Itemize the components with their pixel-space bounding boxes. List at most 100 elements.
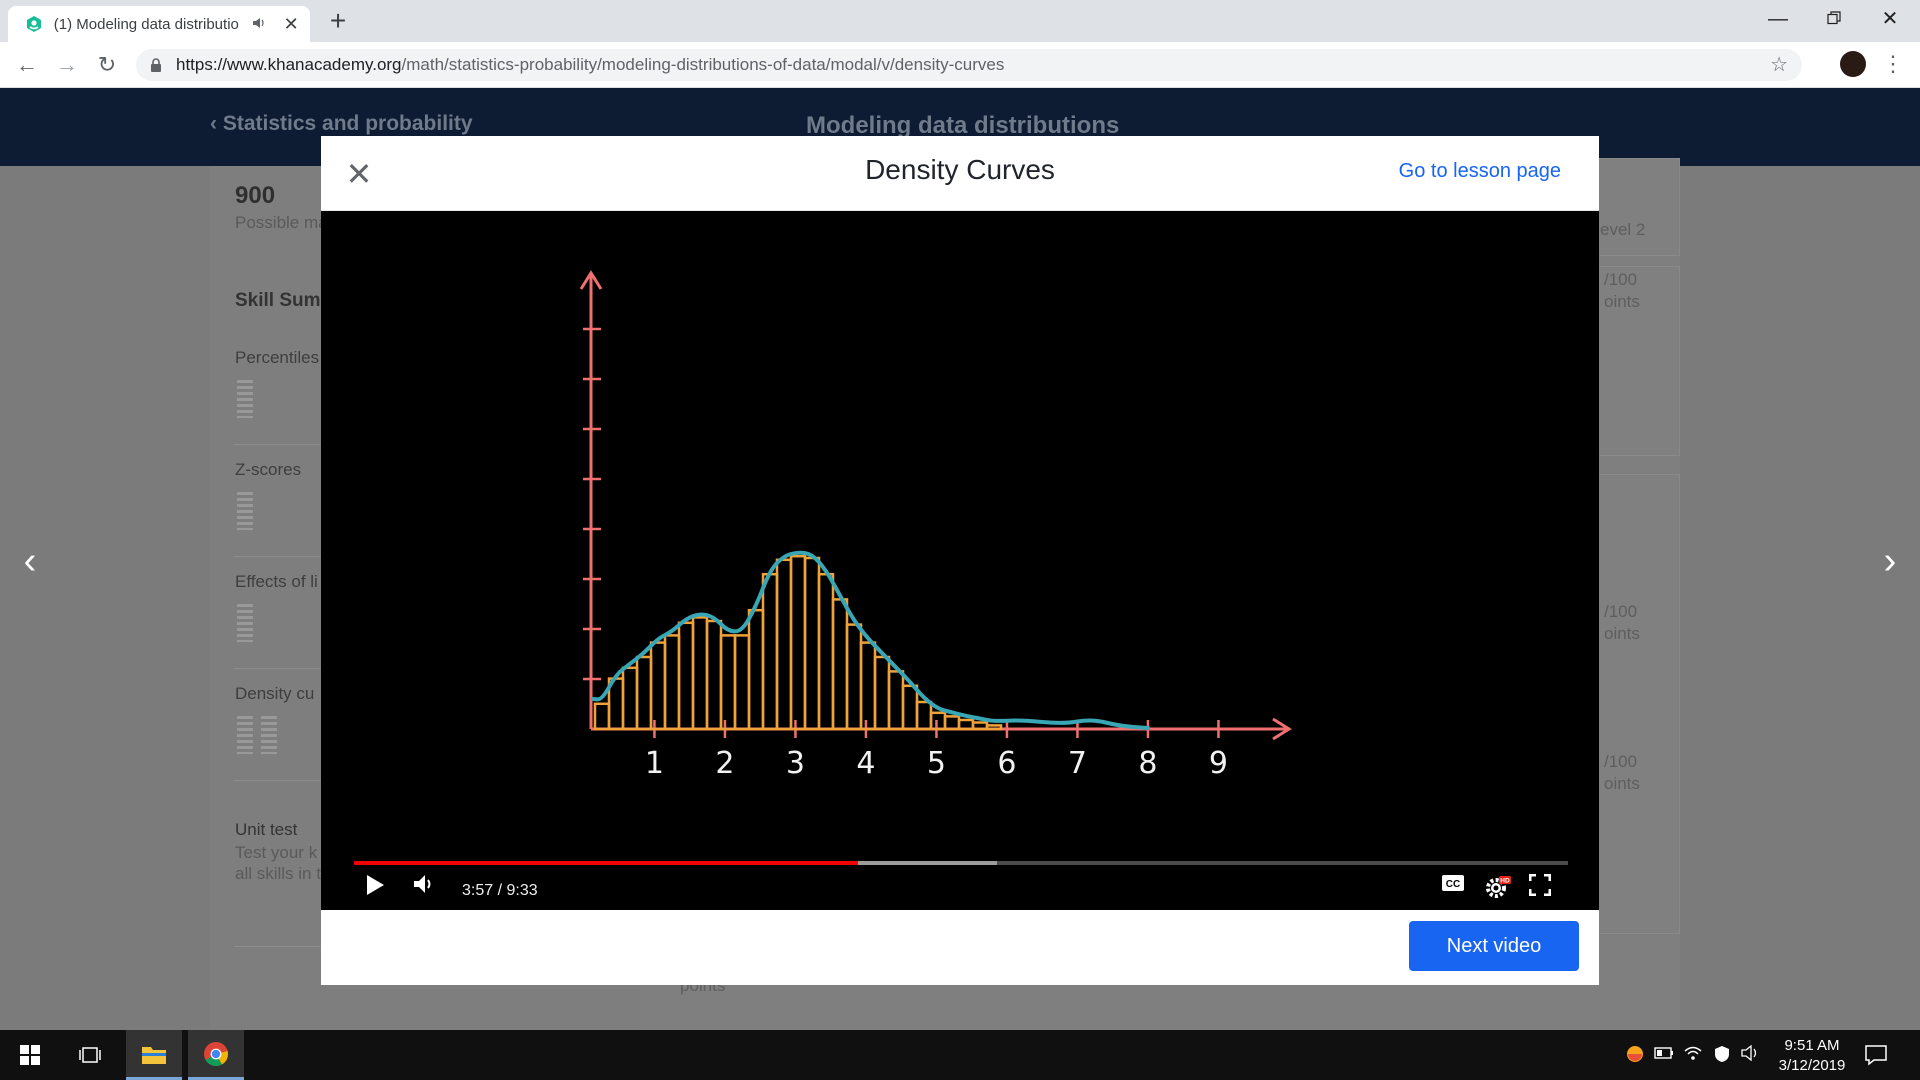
x-axis-tick-label: 3 bbox=[786, 746, 805, 781]
window-minimize-button[interactable]: — bbox=[1768, 8, 1788, 30]
new-tab-button[interactable]: + bbox=[329, 5, 347, 36]
next-video-button[interactable]: Next video bbox=[1409, 921, 1579, 971]
histogram-bar bbox=[915, 700, 933, 731]
histogram-bar bbox=[747, 608, 765, 731]
skill-mastery-bar bbox=[237, 380, 253, 418]
settings-button[interactable]: HD bbox=[1484, 874, 1518, 908]
right-card-score: /100 bbox=[1604, 752, 1638, 771]
histogram-bar bbox=[943, 715, 961, 731]
right-card-label: oints bbox=[1604, 774, 1640, 793]
video-player[interactable]: 1 2 3 4 5 6 7 8 9 3:57 / 9:33 CC HD bbox=[321, 211, 1599, 910]
histogram-bar bbox=[635, 655, 653, 731]
unit-test-title[interactable]: Unit test bbox=[235, 820, 298, 839]
browser-menu-icon[interactable]: ⋮ bbox=[1882, 51, 1904, 76]
closed-captions-button[interactable]: CC bbox=[1441, 874, 1475, 908]
histogram-bar bbox=[621, 666, 639, 731]
histogram-bar bbox=[593, 702, 611, 731]
url-path: /math/statistics-probability/modeling-di… bbox=[401, 55, 1005, 74]
go-to-lesson-link[interactable]: Go to lesson page bbox=[1398, 160, 1561, 182]
window-close-button[interactable]: ✕ bbox=[1881, 8, 1899, 30]
histogram-bar bbox=[831, 598, 849, 731]
histogram-bar bbox=[663, 634, 681, 731]
reload-icon[interactable]: ↻ bbox=[97, 52, 117, 77]
play-icon bbox=[367, 875, 384, 895]
speaker-icon[interactable] bbox=[1741, 1044, 1761, 1065]
x-axis-tick-label: 9 bbox=[1209, 746, 1228, 781]
tab-title: (1) Modeling data distributio bbox=[53, 15, 239, 33]
notifications-icon[interactable] bbox=[1864, 1044, 1890, 1066]
skill-item-label[interactable]: Effects of li bbox=[235, 572, 318, 591]
skill-mastery-bar bbox=[261, 716, 277, 754]
x-axis-tick-label: 1 bbox=[645, 746, 664, 781]
unit-test-description: Test your k bbox=[235, 843, 318, 862]
profile-avatar[interactable] bbox=[1840, 51, 1866, 77]
security-shield-icon[interactable] bbox=[1712, 1045, 1732, 1065]
histogram-bar bbox=[985, 724, 1003, 731]
right-card-label: oints bbox=[1604, 292, 1640, 311]
play-button[interactable] bbox=[365, 874, 395, 908]
tray-app-icon[interactable] bbox=[1625, 1045, 1645, 1065]
histogram-bar bbox=[803, 556, 821, 731]
lock-icon[interactable] bbox=[150, 58, 164, 72]
wifi-icon[interactable] bbox=[1683, 1045, 1703, 1065]
histogram-bar bbox=[859, 641, 877, 731]
start-windows-icon[interactable] bbox=[2, 1030, 58, 1080]
skill-item-label[interactable]: Density cu bbox=[235, 684, 315, 703]
fullscreen-icon bbox=[1529, 874, 1551, 896]
right-card-score: /100 bbox=[1604, 602, 1638, 621]
right-card bbox=[1598, 474, 1680, 934]
volume-button[interactable] bbox=[413, 874, 443, 908]
skill-item-label[interactable]: Z-scores bbox=[235, 460, 302, 479]
right-card-score: /100 bbox=[1604, 270, 1638, 289]
tab-close-icon[interactable]: ✕ bbox=[283, 13, 299, 34]
forward-arrow-icon[interactable]: → bbox=[56, 52, 78, 77]
settings-gear-icon: HD bbox=[1486, 876, 1511, 898]
browser-tab[interactable]: (1) Modeling data distributio ✕ bbox=[8, 6, 310, 42]
unit-title: Modeling data distributions bbox=[806, 112, 1120, 139]
file-explorer-icon[interactable] bbox=[126, 1030, 182, 1080]
skill-summary-heading: Skill Summ bbox=[235, 290, 338, 311]
histogram-bar bbox=[817, 572, 835, 731]
skill-item-label[interactable]: Percentiles bbox=[235, 348, 320, 367]
x-axis-tick-labels: 1 2 3 4 5 6 7 8 9 bbox=[645, 746, 1228, 781]
histogram-bar bbox=[789, 554, 807, 731]
x-axis-tick-label: 8 bbox=[1138, 746, 1157, 781]
skill-mastery-bar bbox=[237, 716, 253, 754]
task-view-icon[interactable] bbox=[62, 1030, 118, 1080]
chrome-icon[interactable] bbox=[188, 1030, 244, 1080]
level-card bbox=[1598, 158, 1680, 256]
back-arrow-icon[interactable]: ← bbox=[16, 52, 38, 77]
histogram-bar bbox=[691, 616, 709, 731]
khan-academy-favicon-icon bbox=[24, 14, 44, 34]
histogram-bar bbox=[677, 621, 695, 731]
histogram-bar bbox=[733, 634, 751, 731]
unit-test-description: all skills in t bbox=[235, 864, 321, 883]
svg-text:HD: HD bbox=[1500, 878, 1510, 885]
clock-date: 3/12/2019 bbox=[1778, 1057, 1846, 1074]
browser-tabstrip: (1) Modeling data distributio ✕ + — ✕ bbox=[0, 0, 1920, 42]
taskbar-clock[interactable]: 9:51 AM 3/12/2019 bbox=[1762, 1036, 1862, 1076]
tab-audio-icon[interactable] bbox=[252, 17, 268, 32]
bookmark-star-icon[interactable]: ☆ bbox=[1770, 54, 1788, 76]
video-progress-bar[interactable] bbox=[354, 861, 1568, 865]
modal-header: ✕ Density Curves Go to lesson page bbox=[321, 136, 1599, 211]
url-host: https://www.khanacademy.org bbox=[176, 55, 402, 74]
breadcrumb[interactable]: ‹ Statistics and probability bbox=[210, 112, 473, 135]
fullscreen-button[interactable] bbox=[1529, 874, 1561, 908]
address-bar[interactable]: https://www.khanacademy.org/math/statist… bbox=[136, 49, 1802, 81]
histogram-bar bbox=[761, 572, 779, 731]
histogram-bar bbox=[705, 619, 723, 731]
x-axis-arrowhead bbox=[1272, 717, 1292, 741]
video-played-bar bbox=[354, 861, 858, 865]
window-restore-button[interactable] bbox=[1806, 0, 1862, 42]
histogram-bar bbox=[901, 684, 919, 731]
video-modal: ✕ Density Curves Go to lesson page 1 2 3 4 5… bbox=[321, 136, 1599, 985]
previous-video-chevron-icon[interactable]: ‹ bbox=[23, 540, 37, 582]
modal-close-icon[interactable]: ✕ bbox=[345, 156, 373, 192]
x-axis-tick-label: 2 bbox=[715, 746, 734, 781]
closed-captions-icon: CC bbox=[1442, 875, 1464, 891]
battery-icon[interactable] bbox=[1654, 1045, 1674, 1065]
next-video-chevron-icon[interactable]: › bbox=[1883, 540, 1897, 582]
density-curve bbox=[591, 550, 1150, 730]
video-frame-drawing: 1 2 3 4 5 6 7 8 9 bbox=[579, 270, 1292, 781]
